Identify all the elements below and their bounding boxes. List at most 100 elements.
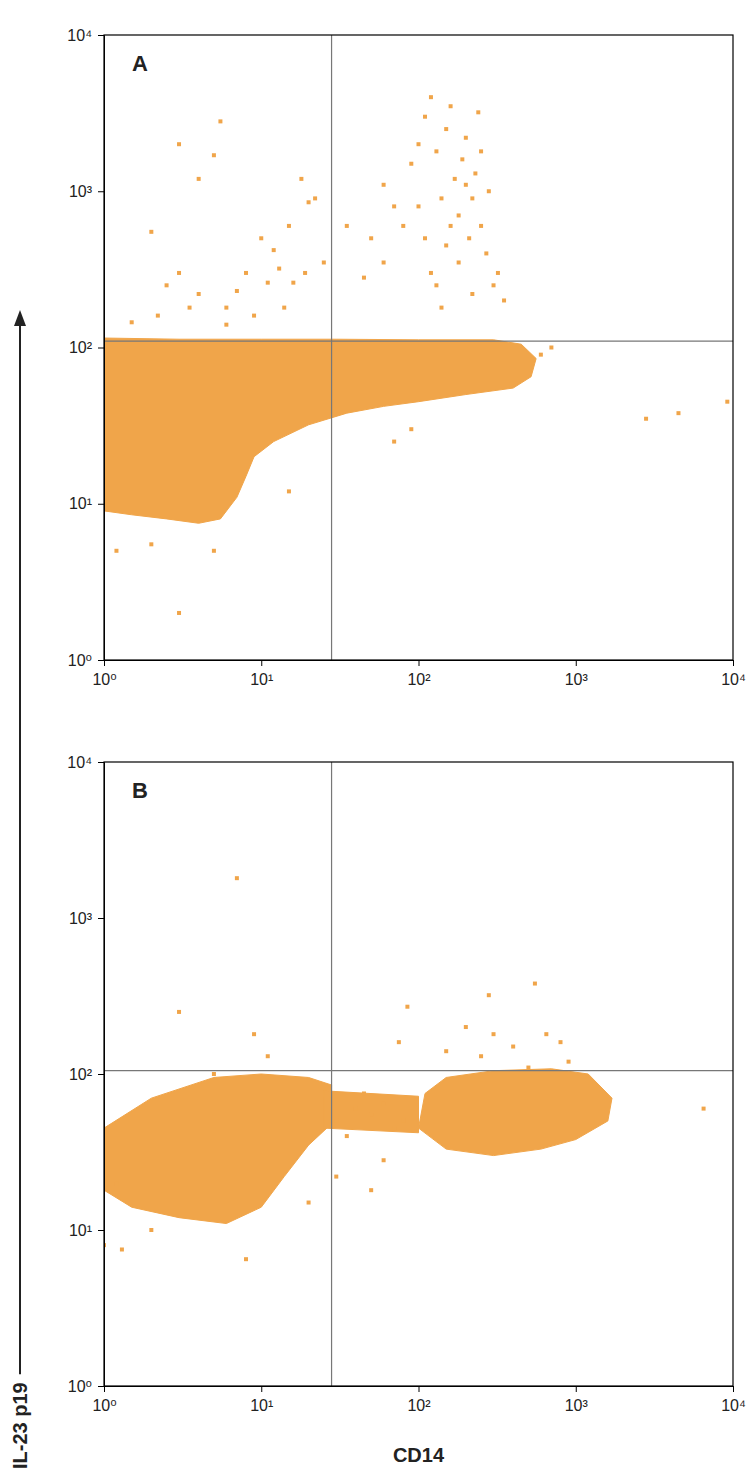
y-tick: 10⁴ [67,27,104,44]
panel: 10⁰10¹10²10³10⁴10⁰10¹10²10³10⁴BCD14 [67,754,746,1466]
x-tick-mark [419,1386,420,1392]
event-point [224,306,228,310]
event-point [464,1025,468,1029]
x-tick-mark [261,1386,262,1392]
y-tick-mark [98,918,104,919]
event-point [444,127,448,131]
panel-label: B [132,778,148,803]
event-point [487,993,491,997]
event-point [533,982,537,986]
event-point [120,1247,124,1251]
y-tick-mark [98,348,104,349]
event-point [409,427,413,431]
y-tick-mark [98,660,104,661]
x-tick-mark [261,660,262,666]
event-point [149,1228,153,1232]
event-point [392,440,396,444]
event-point [470,196,474,200]
y-tick-label: 10² [69,1066,93,1083]
event-point [177,1010,181,1014]
x-tick: 10² [407,660,431,688]
event-point [423,236,427,240]
event-point [539,353,543,357]
plot-area [104,762,733,1386]
event-point [401,224,405,228]
plot-frame [104,35,733,660]
event-point [149,230,153,234]
x-tick: 10³ [565,660,589,688]
y-tick: 10² [69,1066,104,1083]
event-point [334,1119,338,1123]
event-point [266,1054,270,1058]
event-point [177,271,181,275]
density-region [324,1091,419,1133]
event-point [259,236,263,240]
event-point [434,149,438,153]
x-tick: 10² [407,1386,431,1414]
event-point [417,204,421,208]
event-point [362,1091,366,1095]
event-point [476,110,480,114]
event-point [287,489,291,493]
y-tick-mark [98,1230,104,1231]
event-point [313,196,317,200]
panel: 10⁰10¹10²10³10⁴10⁰10¹10²10³10⁴A [67,27,746,689]
x-tick: 10⁴ [721,660,746,688]
event-point [212,1072,216,1076]
event-point [291,281,295,285]
event-point [702,1107,706,1111]
event-point [487,189,491,193]
x-tick-mark [733,1386,734,1392]
event-point [444,1049,448,1053]
event-point [382,1101,386,1105]
event-point [272,248,276,252]
event-point [502,298,506,302]
y-tick-mark [98,762,104,763]
x-tick-mark [733,660,734,666]
event-point [559,1040,563,1044]
event-point [114,549,118,553]
event-point [492,283,496,287]
event-point [369,1113,373,1117]
x-axis-line [105,661,734,667]
y-tick-mark [98,35,104,36]
event-point [397,1040,401,1044]
event-point [282,306,286,310]
event-point [417,142,421,146]
event-point [130,320,134,324]
event-point [511,1045,515,1049]
event-point [252,314,256,318]
panel-label: A [132,51,148,76]
event-point [449,224,453,228]
chart-root: 10⁰10¹10²10³10⁴10⁰10¹10²10³10⁴AIL-23 p19… [0,0,750,1473]
y-tick: 10² [69,339,104,356]
event-point [449,104,453,108]
event-point [392,204,396,208]
event-point [369,236,373,240]
event-point [382,260,386,264]
y-axis-arrow [19,322,21,1374]
gate-line-vertical [331,762,332,1386]
x-tick: 10⁴ [721,1386,746,1414]
event-point [307,200,311,204]
y-tick-label: 10² [69,339,93,356]
event-point [479,1054,483,1058]
event-point [303,271,307,275]
event-point [382,183,386,187]
event-point [544,1032,548,1036]
event-point [322,260,326,264]
event-point [473,171,477,175]
density-region [104,1074,332,1224]
event-point [244,1257,248,1261]
event-point [479,224,483,228]
y-tick-label: 10⁰ [68,652,92,669]
y-axis: 10⁰10¹10²10³10⁴ [67,27,104,669]
event-point [244,271,248,275]
event-point [177,611,181,615]
event-point [156,314,160,318]
event-point [212,153,216,157]
y-tick: 10³ [69,910,104,927]
y-tick-mark [98,1386,104,1387]
event-point [676,411,680,415]
event-point [479,149,483,153]
